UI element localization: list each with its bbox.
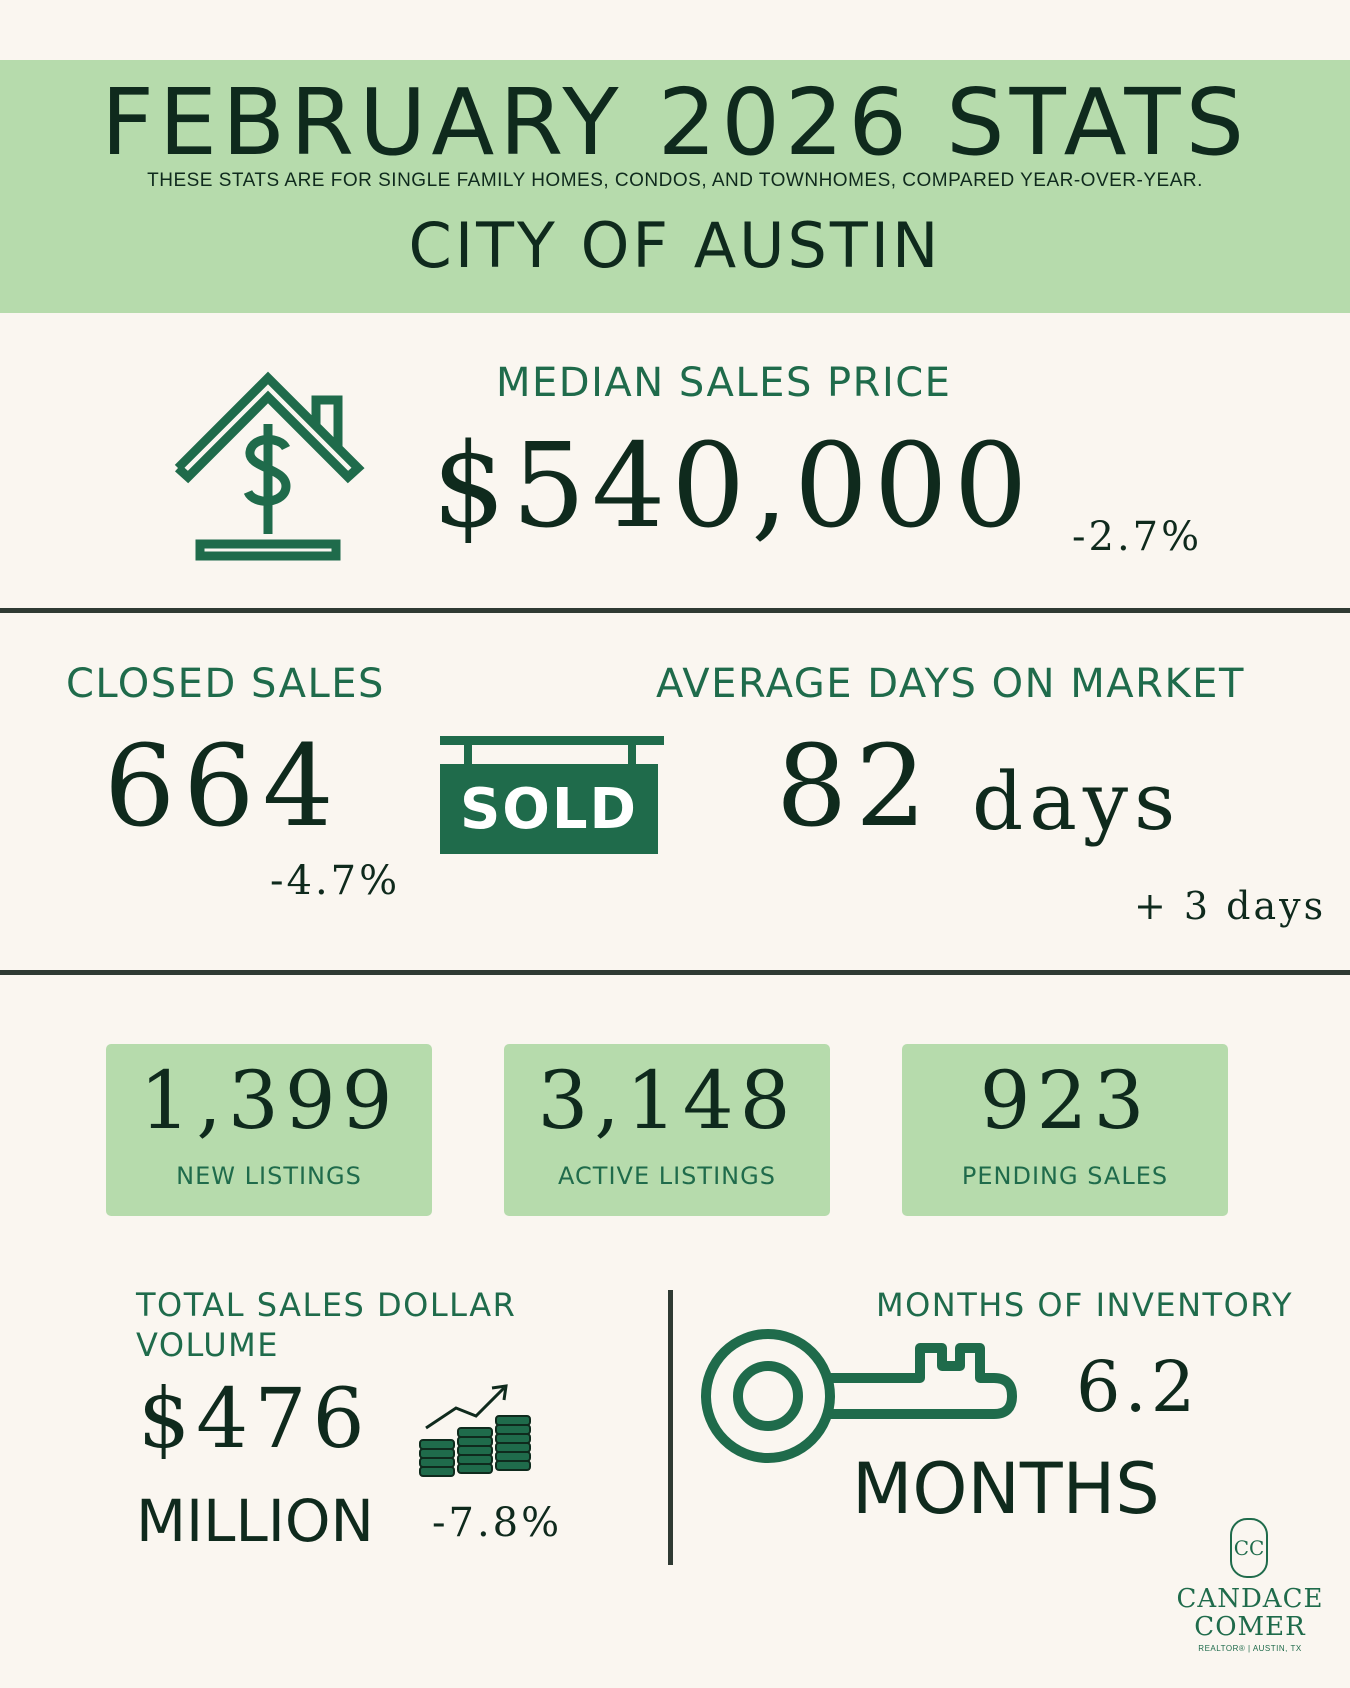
pending-sales-label: PENDING SALES [961, 1162, 1169, 1190]
pending-sales-value: 923 [979, 1054, 1151, 1147]
brand-name-line2: COMER [1194, 1612, 1306, 1642]
sold-sign-icon: SOLD [440, 736, 664, 856]
page-subtitle: THESE STATS ARE FOR SINGLE FAMILY HOMES,… [147, 170, 1203, 191]
closed-sales-value: 664 [104, 722, 342, 852]
brand-tagline: REALTOR® | AUSTIN, TX [1198, 1644, 1302, 1653]
volume-change: -7.8% [432, 1500, 563, 1546]
key-icon [698, 1326, 1018, 1466]
inventory-label: MONTHS OF INVENTORY [876, 1286, 1293, 1324]
active-listings-value: 3,148 [537, 1054, 797, 1147]
median-price-value: $540,000 [432, 419, 1034, 554]
inventory-unit: MONTHS [852, 1448, 1160, 1530]
inventory-value: 6.2 [1076, 1346, 1200, 1428]
volume-label-line2: VOLUME [136, 1326, 279, 1364]
median-price-change: -2.7% [1072, 514, 1203, 560]
days-on-market-value: 82 [776, 722, 935, 852]
new-listings-value: 1,399 [139, 1054, 399, 1147]
city-name: CITY OF AUSTIN [408, 209, 942, 282]
closed-sales-label: CLOSED SALES [66, 661, 385, 707]
section-divider-1 [0, 608, 1350, 613]
header-banner: FEBRUARY 2026 STATS THESE STATS ARE FOR … [0, 60, 1350, 313]
median-price-label: MEDIAN SALES PRICE [496, 360, 952, 406]
days-on-market-unit: days [972, 755, 1182, 848]
new-listings-label: NEW LISTINGS [176, 1162, 362, 1190]
days-on-market-change: + 3 days [1134, 884, 1327, 928]
brand-monogram: CC [1230, 1518, 1268, 1578]
brand-name-line1: CANDACE [1176, 1584, 1324, 1614]
stat-box-active-listings: 3,148 ACTIVE LISTINGS [504, 1044, 830, 1216]
stat-box-pending-sales: 923 PENDING SALES [902, 1044, 1228, 1216]
vertical-divider [668, 1290, 673, 1565]
coins-growth-icon [416, 1378, 536, 1478]
stat-box-new-listings: 1,399 NEW LISTINGS [106, 1044, 432, 1216]
days-on-market-label: AVERAGE DAYS ON MARKET [656, 661, 1245, 707]
brand-logo: CC CANDACE COMER REALTOR® | AUSTIN, TX [1172, 1518, 1328, 1658]
section-divider-2 [0, 970, 1350, 975]
page-title: FEBRUARY 2026 STATS [100, 69, 1250, 176]
volume-label-line1: TOTAL SALES DOLLAR [136, 1286, 517, 1324]
sold-sign-text: SOLD [459, 777, 639, 842]
volume-unit: MILLION [136, 1487, 374, 1555]
house-dollar-icon [168, 364, 368, 564]
brand-monogram-text: CC [1233, 1536, 1265, 1560]
volume-value: $476 [138, 1372, 371, 1467]
closed-sales-change: -4.7% [270, 858, 401, 904]
active-listings-label: ACTIVE LISTINGS [558, 1162, 776, 1190]
